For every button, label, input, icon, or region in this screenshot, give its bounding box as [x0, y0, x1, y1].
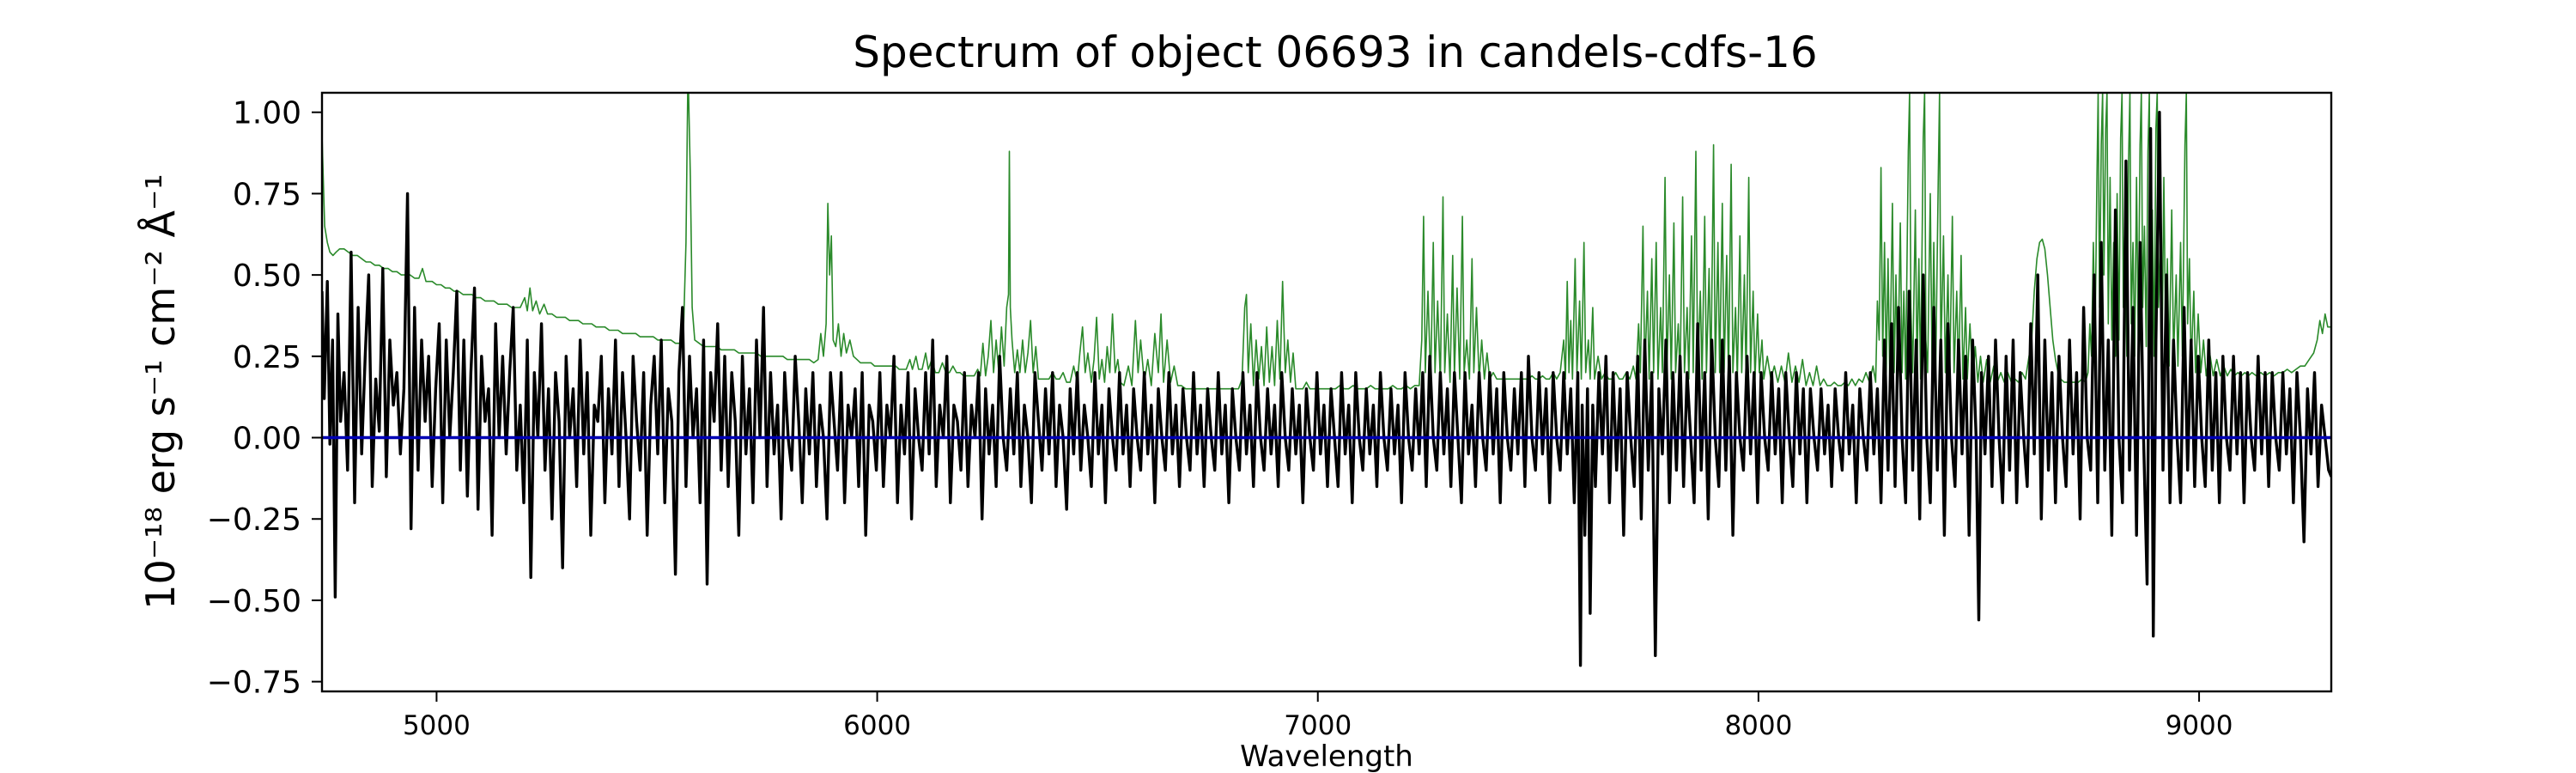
y-tick-label: −0.25	[207, 502, 301, 538]
x-axis: 5000 6000 7000 8000 9000	[403, 691, 2233, 741]
axes-frame	[320, 91, 2333, 693]
x-tick-label: 6000	[843, 710, 911, 741]
y-tick-label: 0.50	[233, 259, 301, 294]
error-spectrum-line	[322, 93, 2331, 390]
y-axis: −0.75 −0.50 −0.25 0.00 0.25 0.50 0.75 1.00	[207, 96, 322, 701]
x-tick-label: 9000	[2166, 710, 2233, 741]
x-axis-label: Wavelength	[1240, 740, 1413, 773]
x-tick-label: 5000	[403, 710, 471, 741]
y-axis-label: 10⁻¹⁸ erg s⁻¹ cm⁻² Å⁻¹	[137, 173, 184, 609]
y-tick-label: 0.25	[233, 340, 301, 375]
plot-area	[320, 91, 2333, 693]
x-tick-label: 8000	[1724, 710, 1792, 741]
chart-title: Spectrum of object 06693 in candels-cdfs…	[853, 27, 1818, 77]
y-tick-label: −0.75	[207, 666, 301, 701]
y-tick-label: 0.75	[233, 177, 301, 212]
y-tick-label: −0.50	[207, 584, 301, 619]
y-tick-label: 0.00	[233, 422, 301, 457]
y-tick-label: 1.00	[233, 96, 301, 131]
x-tick-label: 7000	[1284, 710, 1352, 741]
